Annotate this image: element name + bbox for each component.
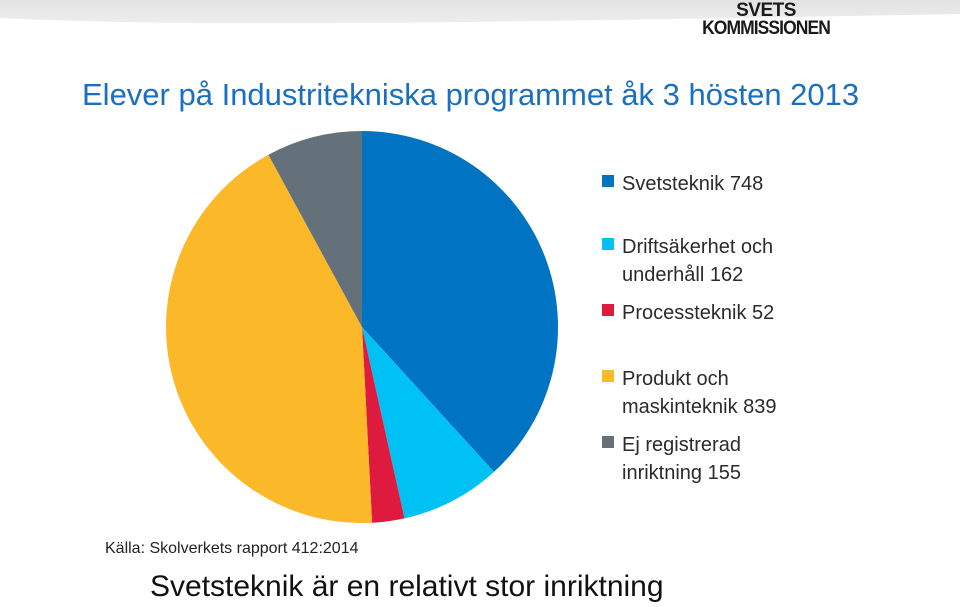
- header-wave: [0, 14, 960, 36]
- header-band: [0, 0, 960, 36]
- pie-slice-1: [362, 131, 559, 472]
- logo-line1: SVETS: [736, 0, 796, 21]
- chart-title: Elever på Industritekniska programmet åk…: [82, 77, 860, 112]
- legend-swatch: [602, 436, 614, 448]
- legend-label: Processteknik 52: [622, 302, 775, 324]
- legend-swatch: [602, 370, 614, 382]
- logo-line2: KOMMISSIONEN: [702, 18, 831, 39]
- legend-label: Svetsteknik 748: [622, 173, 764, 195]
- pie-slice-3: [362, 327, 405, 523]
- legend-swatch: [602, 304, 614, 316]
- pie-slice-4: [166, 154, 373, 523]
- legend-label: Ej registrerad inriktning 155: [622, 434, 741, 484]
- footer-caption: Svetsteknik är en relativt stor inriktni…: [150, 570, 664, 603]
- legend-label: Produkt och maskinteknik 839: [622, 368, 777, 418]
- legend-swatch: [602, 238, 614, 250]
- pie-slice-5: [268, 131, 362, 327]
- logo: SVETS KOMMISSIONEN: [690, 0, 842, 40]
- pie-slice-2: [362, 327, 494, 519]
- legend-label: Driftsäkerhet och underhåll 162: [622, 236, 774, 286]
- legend-swatch: [602, 175, 614, 187]
- source-note: Källa: Skolverkets rapport 412:2014: [105, 540, 359, 557]
